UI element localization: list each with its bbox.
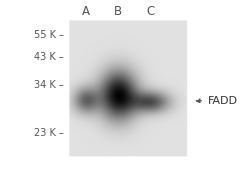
Bar (69, 21, 186, 157)
Text: 34 K –: 34 K – (34, 80, 64, 90)
Text: B: B (114, 5, 122, 18)
Text: 43 K –: 43 K – (34, 52, 64, 62)
Text: 23 K –: 23 K – (34, 128, 64, 138)
Text: FADD: FADD (208, 96, 238, 106)
Text: C: C (146, 5, 154, 18)
Text: A: A (82, 5, 90, 18)
Text: 55 K –: 55 K – (34, 30, 64, 40)
